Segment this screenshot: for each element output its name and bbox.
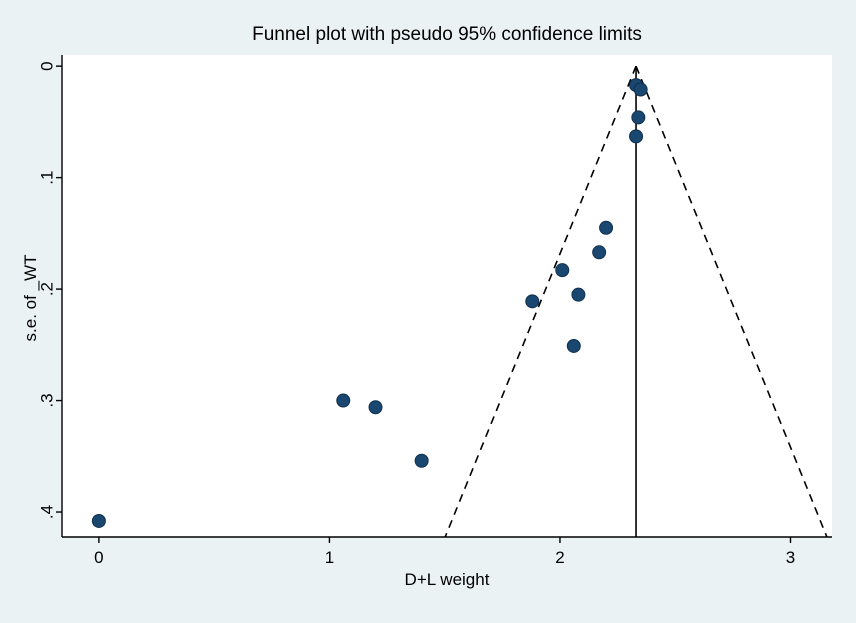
x-tick-label: 2 (555, 548, 564, 567)
y-tick-label: 0 (38, 61, 57, 70)
x-tick-label: 3 (786, 548, 795, 567)
x-tick-label: 0 (94, 548, 103, 567)
data-point (566, 338, 581, 353)
plot-region (62, 55, 832, 537)
data-point (414, 453, 429, 468)
data-point (555, 263, 570, 278)
data-point (633, 82, 648, 97)
y-tick-label: .1 (38, 171, 57, 185)
data-point (336, 393, 351, 408)
y-tick-label: .3 (38, 393, 57, 407)
data-point (629, 129, 644, 144)
y-tick-label: .2 (38, 282, 57, 296)
y-tick-label: .4 (38, 505, 57, 519)
x-axis-label: D+L weight (404, 570, 490, 589)
data-point (91, 513, 106, 528)
y-axis-label: s.e. of _WT (21, 254, 40, 342)
x-tick-label: 1 (325, 548, 334, 567)
data-point (571, 287, 586, 302)
data-point (525, 294, 540, 309)
data-point (599, 220, 614, 235)
data-point (592, 245, 607, 260)
data-point (631, 110, 646, 125)
data-point (368, 400, 383, 415)
confidence-limit-right-line (635, 65, 828, 538)
chart-title: Funnel plot with pseudo 95% confidence l… (252, 24, 642, 45)
confidence-limit-left-line (444, 65, 637, 538)
